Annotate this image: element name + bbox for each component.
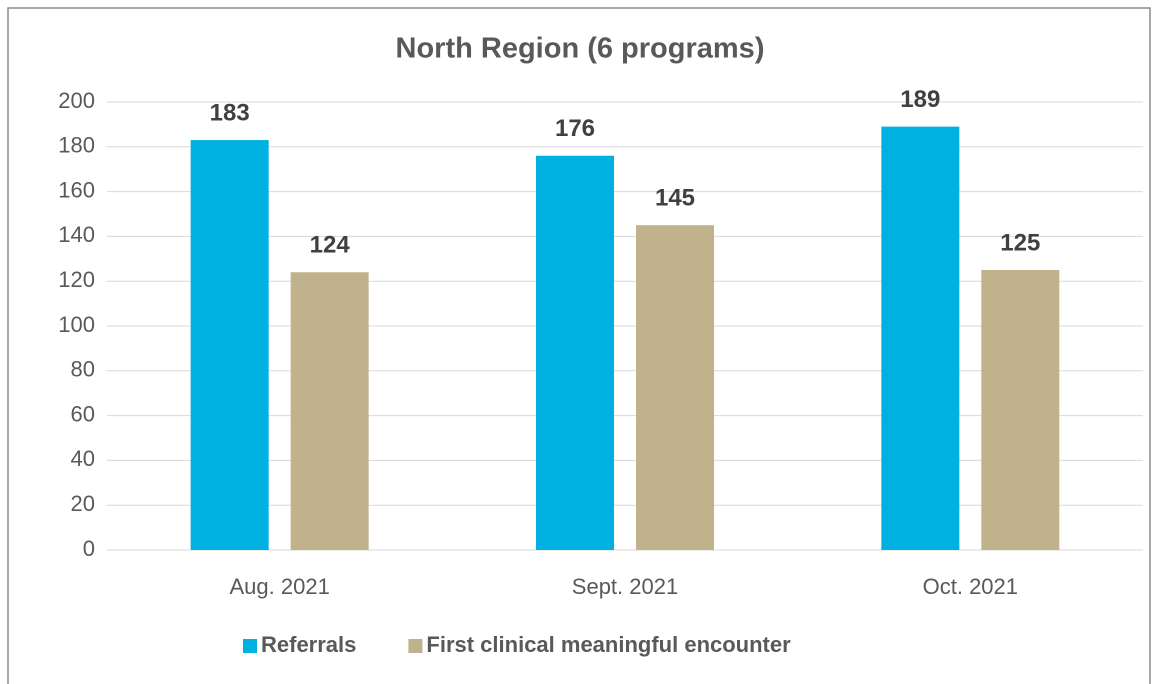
x-tick-label: Sept. 2021: [572, 574, 678, 599]
x-tick-label: Oct. 2021: [923, 574, 1018, 599]
data-label: 176: [555, 115, 595, 142]
data-label: 189: [900, 86, 940, 113]
legend-label: Referrals: [261, 632, 356, 657]
y-tick-label: 180: [58, 133, 95, 158]
y-tick-label: 160: [58, 177, 95, 202]
y-tick-label: 60: [71, 401, 95, 426]
data-label: 183: [210, 99, 250, 126]
legend-swatch: [408, 639, 423, 653]
bar: [981, 270, 1060, 550]
bar: [636, 225, 714, 550]
y-tick-label: 40: [71, 446, 95, 471]
legend-swatch: [243, 639, 257, 653]
x-tick-label: Aug. 2021: [230, 574, 330, 599]
data-label: 125: [1000, 229, 1040, 256]
y-tick-label: 140: [58, 222, 95, 247]
y-tick-label: 20: [71, 491, 95, 516]
bar: [881, 126, 960, 550]
data-label: 145: [655, 185, 695, 212]
y-tick-label: 0: [83, 536, 95, 561]
chart-title: North Region (6 programs): [396, 33, 765, 65]
bar: [190, 140, 269, 550]
bar: [290, 272, 369, 550]
bar: [536, 155, 614, 550]
legend-label: First clinical meaningful encounter: [426, 632, 791, 657]
y-tick-label: 80: [71, 357, 95, 382]
y-tick-label: 120: [58, 267, 95, 292]
data-label: 124: [310, 232, 351, 259]
y-tick-label: 100: [58, 312, 95, 337]
y-tick-label: 200: [58, 88, 95, 113]
